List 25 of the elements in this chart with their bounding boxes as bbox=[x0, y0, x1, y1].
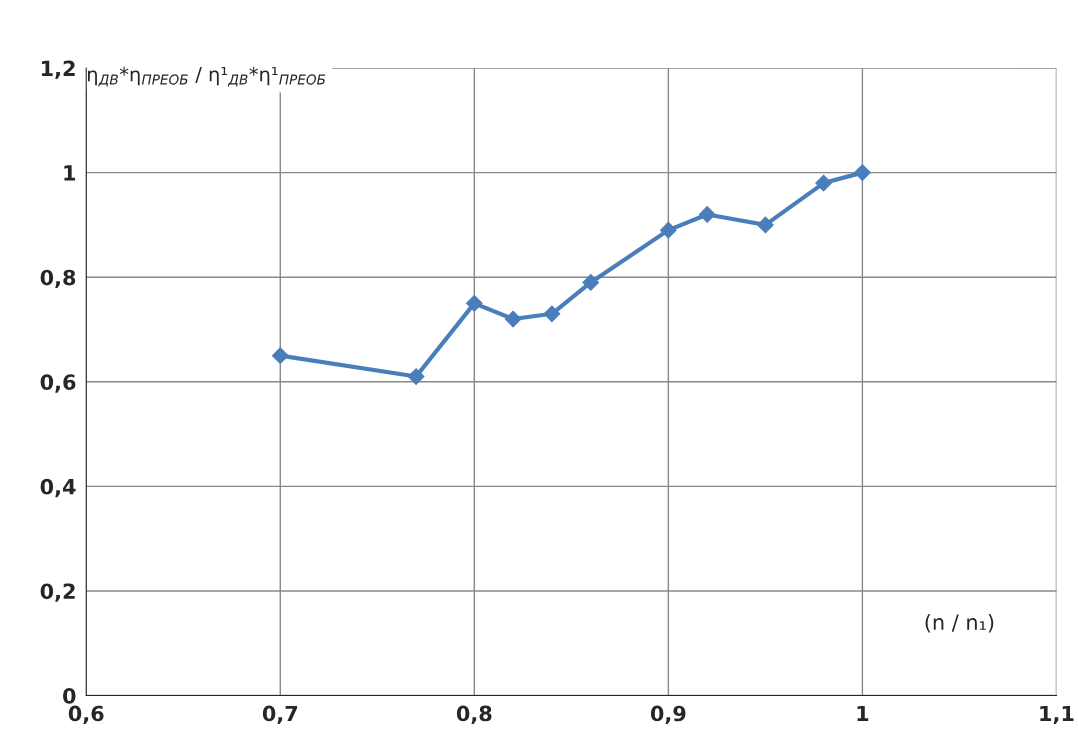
x-tick-label: 0,8 bbox=[456, 705, 492, 725]
y-tick-label: 1 bbox=[64, 165, 76, 181]
y-tick-label: 0 bbox=[63, 687, 76, 704]
point bbox=[815, 174, 832, 192]
x-tick-label: 0,9 bbox=[650, 705, 686, 725]
y-tick-label: 0,6 bbox=[40, 374, 76, 393]
y-tick-label: 0,8 bbox=[40, 269, 76, 289]
y-tick-label: 0,4 bbox=[40, 478, 76, 498]
y-axis-title: η$_{ДВ}$*η$_{ПРЕОБ}$ / η¹$_{ДВ}$*η¹$_{ПРЕОБ}$ bbox=[88, 66, 326, 87]
point bbox=[659, 221, 677, 239]
x-axis-title: (n / n₁) bbox=[925, 613, 994, 633]
point bbox=[582, 274, 600, 291]
point bbox=[854, 164, 871, 181]
y-tick-label: 1,2 bbox=[41, 60, 75, 79]
point bbox=[465, 294, 483, 312]
x-tick-label: 0,7 bbox=[262, 705, 298, 725]
x-tick-label: 1,1 bbox=[1040, 705, 1074, 725]
y-tick-label: 0,2 bbox=[40, 583, 75, 602]
point bbox=[543, 305, 561, 323]
x-tick-label: 1 bbox=[857, 705, 869, 722]
point bbox=[271, 347, 289, 365]
point bbox=[757, 216, 774, 234]
point bbox=[698, 206, 716, 223]
point bbox=[504, 310, 522, 328]
point bbox=[407, 368, 425, 385]
